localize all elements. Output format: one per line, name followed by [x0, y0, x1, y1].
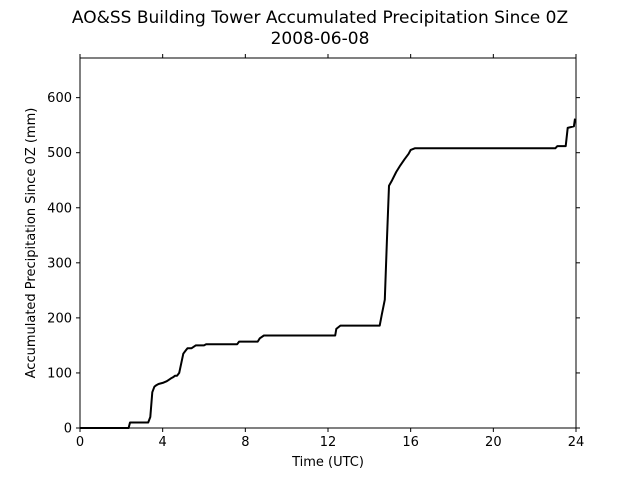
y-tick-label: 600 — [47, 91, 72, 106]
x-tick-label: 12 — [320, 435, 337, 450]
y-axis-label: Accumulated Precipitation Since 0Z (mm) — [24, 108, 39, 379]
x-axis-label: Time (UTC) — [291, 455, 364, 470]
chart-subtitle: 2008-06-08 — [270, 29, 370, 49]
x-tick-label: 20 — [485, 435, 502, 450]
y-tick-label: 500 — [47, 146, 72, 161]
x-tick-label: 16 — [402, 435, 419, 450]
x-tick-label: 0 — [76, 435, 84, 450]
y-tick-label: 300 — [47, 256, 72, 271]
x-tick-label: 4 — [159, 435, 167, 450]
x-tick-label: 8 — [241, 435, 249, 450]
y-tick-label: 0 — [64, 422, 72, 437]
y-tick-label: 400 — [47, 201, 72, 216]
x-tick-label: 24 — [568, 435, 585, 450]
precip-series-line — [80, 118, 576, 429]
y-tick-label: 100 — [47, 366, 72, 381]
y-tick-label: 200 — [47, 311, 72, 326]
chart-title: AO&SS Building Tower Accumulated Precipi… — [71, 8, 569, 28]
plot-frame — [79, 57, 577, 429]
